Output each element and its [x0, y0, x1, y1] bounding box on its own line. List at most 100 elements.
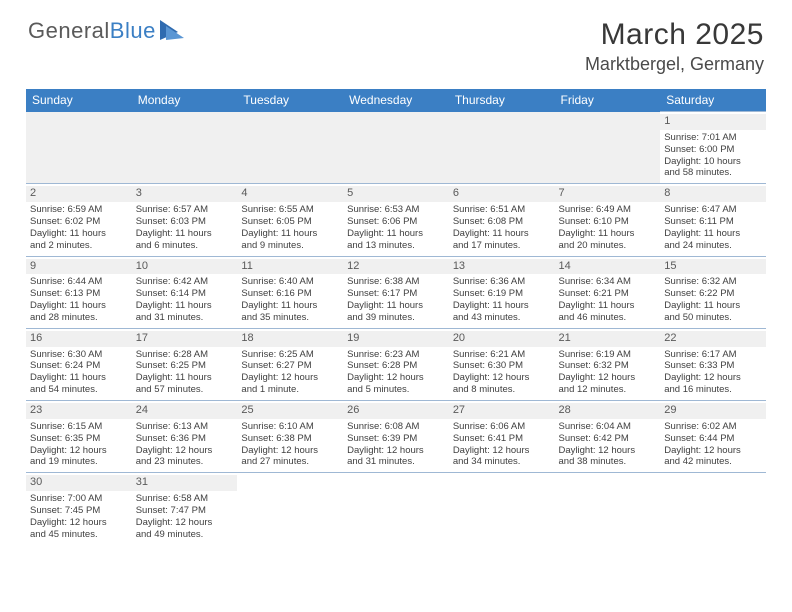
day-number: 11 — [237, 259, 343, 275]
day-number: 13 — [449, 259, 555, 275]
day-sunrise: Sunrise: 7:00 AM — [30, 493, 128, 505]
day-day2: and 2 minutes. — [30, 240, 128, 252]
day-day2: and 45 minutes. — [30, 529, 128, 541]
calendar-cell: 23Sunrise: 6:15 AMSunset: 6:35 PMDayligh… — [26, 401, 132, 473]
day-day1: Daylight: 12 hours — [347, 372, 445, 384]
calendar-header: SundayMondayTuesdayWednesdayThursdayFrid… — [26, 89, 766, 112]
day-sunrise: Sunrise: 6:40 AM — [241, 276, 339, 288]
month-title: March 2025 — [585, 18, 764, 52]
day-number: 17 — [132, 331, 238, 347]
calendar-cell: 7Sunrise: 6:49 AMSunset: 6:10 PMDaylight… — [555, 184, 661, 256]
calendar-cell — [132, 112, 238, 184]
calendar-cell: 4Sunrise: 6:55 AMSunset: 6:05 PMDaylight… — [237, 184, 343, 256]
day-day2: and 58 minutes. — [664, 167, 762, 179]
day-day1: Daylight: 12 hours — [453, 372, 551, 384]
day-sunrise: Sunrise: 6:10 AM — [241, 421, 339, 433]
day-day2: and 50 minutes. — [664, 312, 762, 324]
day-day1: Daylight: 11 hours — [453, 300, 551, 312]
day-sunset: Sunset: 6:41 PM — [453, 433, 551, 445]
day-sunrise: Sunrise: 6:04 AM — [559, 421, 657, 433]
day-sunrise: Sunrise: 6:06 AM — [453, 421, 551, 433]
day-day1: Daylight: 11 hours — [664, 228, 762, 240]
day-number: 28 — [555, 403, 661, 419]
day-number: 20 — [449, 331, 555, 347]
day-number: 26 — [343, 403, 449, 419]
weekday-header: Monday — [132, 89, 238, 112]
day-day1: Daylight: 12 hours — [136, 445, 234, 457]
day-day1: Daylight: 12 hours — [30, 445, 128, 457]
day-sunset: Sunset: 6:19 PM — [453, 288, 551, 300]
calendar-cell — [449, 112, 555, 184]
calendar-body: 1Sunrise: 7:01 AMSunset: 6:00 PMDaylight… — [26, 112, 766, 545]
day-day2: and 17 minutes. — [453, 240, 551, 252]
day-day1: Daylight: 11 hours — [453, 228, 551, 240]
day-day2: and 13 minutes. — [347, 240, 445, 252]
day-day2: and 23 minutes. — [136, 456, 234, 468]
day-number: 15 — [660, 259, 766, 275]
day-day2: and 27 minutes. — [241, 456, 339, 468]
day-number: 5 — [343, 186, 449, 202]
day-number: 25 — [237, 403, 343, 419]
calendar-cell: 10Sunrise: 6:42 AMSunset: 6:14 PMDayligh… — [132, 256, 238, 328]
day-sunrise: Sunrise: 6:49 AM — [559, 204, 657, 216]
day-sunrise: Sunrise: 6:32 AM — [664, 276, 762, 288]
calendar-cell: 29Sunrise: 6:02 AMSunset: 6:44 PMDayligh… — [660, 401, 766, 473]
day-day1: Daylight: 12 hours — [664, 445, 762, 457]
flag-icon — [160, 20, 186, 42]
day-sunset: Sunset: 6:02 PM — [30, 216, 128, 228]
day-sunset: Sunset: 6:22 PM — [664, 288, 762, 300]
day-sunset: Sunset: 6:35 PM — [30, 433, 128, 445]
day-number: 7 — [555, 186, 661, 202]
brand-name1: General — [28, 18, 110, 43]
day-number: 23 — [26, 403, 132, 419]
day-day2: and 35 minutes. — [241, 312, 339, 324]
title-block: March 2025 Marktbergel, Germany — [585, 18, 764, 75]
calendar-cell: 28 Sunrise: 6:04 AMSunset: 6:42 PMDayligh… — [555, 401, 661, 473]
day-number: 22 — [660, 331, 766, 347]
day-sunrise: Sunrise: 6:23 AM — [347, 349, 445, 361]
day-sunrise: Sunrise: 6:47 AM — [664, 204, 762, 216]
calendar-table: SundayMondayTuesdayWednesdayThursdayFrid… — [26, 89, 766, 545]
day-sunset: Sunset: 6:33 PM — [664, 360, 762, 372]
day-day2: and 12 minutes. — [559, 384, 657, 396]
day-number: 19 — [343, 331, 449, 347]
day-number: 2 — [26, 186, 132, 202]
day-sunset: Sunset: 6:42 PM — [559, 433, 657, 445]
calendar-cell: 5Sunrise: 6:53 AMSunset: 6:06 PMDaylight… — [343, 184, 449, 256]
day-sunrise: Sunrise: 6:55 AM — [241, 204, 339, 216]
day-day2: and 28 minutes. — [30, 312, 128, 324]
calendar-cell: 12Sunrise: 6:38 AMSunset: 6:17 PMDayligh… — [343, 256, 449, 328]
day-sunset: Sunset: 6:08 PM — [453, 216, 551, 228]
day-number: 30 — [26, 475, 132, 491]
brand-text: GeneralBlue — [28, 18, 156, 44]
day-sunset: Sunset: 6:16 PM — [241, 288, 339, 300]
day-number: 4 — [237, 186, 343, 202]
day-day2: and 1 minute. — [241, 384, 339, 396]
day-number: 21 — [555, 331, 661, 347]
calendar-cell: 16Sunrise: 6:30 AMSunset: 6:24 PMDayligh… — [26, 328, 132, 400]
day-day1: Daylight: 12 hours — [559, 372, 657, 384]
day-day2: and 31 minutes. — [347, 456, 445, 468]
calendar-cell: 30Sunrise: 7:00 AMSunset: 7:45 PMDayligh… — [26, 473, 132, 545]
day-day1: Daylight: 11 hours — [30, 300, 128, 312]
day-day2: and 46 minutes. — [559, 312, 657, 324]
location-text: Marktbergel, Germany — [585, 54, 764, 75]
calendar-cell: 15Sunrise: 6:32 AMSunset: 6:22 PMDayligh… — [660, 256, 766, 328]
day-day1: Daylight: 12 hours — [453, 445, 551, 457]
day-day1: Daylight: 11 hours — [241, 300, 339, 312]
day-sunset: Sunset: 6:21 PM — [559, 288, 657, 300]
calendar-cell: 19 Sunrise: 6:23 AMSunset: 6:28 PMDayligh… — [343, 328, 449, 400]
calendar-cell: 2Sunrise: 6:59 AMSunset: 6:02 PMDaylight… — [26, 184, 132, 256]
day-sunset: Sunset: 6:27 PM — [241, 360, 339, 372]
day-sunset: Sunset: 6:28 PM — [347, 360, 445, 372]
day-day2: and 34 minutes. — [453, 456, 551, 468]
day-sunrise: Sunrise: 6:44 AM — [30, 276, 128, 288]
day-sunset: Sunset: 6:44 PM — [664, 433, 762, 445]
day-day2: and 16 minutes. — [664, 384, 762, 396]
day-day1: Daylight: 11 hours — [136, 372, 234, 384]
calendar-cell: 17Sunrise: 6:28 AMSunset: 6:25 PMDayligh… — [132, 328, 238, 400]
day-day1: Daylight: 12 hours — [30, 517, 128, 529]
day-day1: Daylight: 12 hours — [559, 445, 657, 457]
day-day1: Daylight: 12 hours — [241, 445, 339, 457]
calendar-cell: 20Sunrise: 6:21 AMSunset: 6:30 PMDayligh… — [449, 328, 555, 400]
